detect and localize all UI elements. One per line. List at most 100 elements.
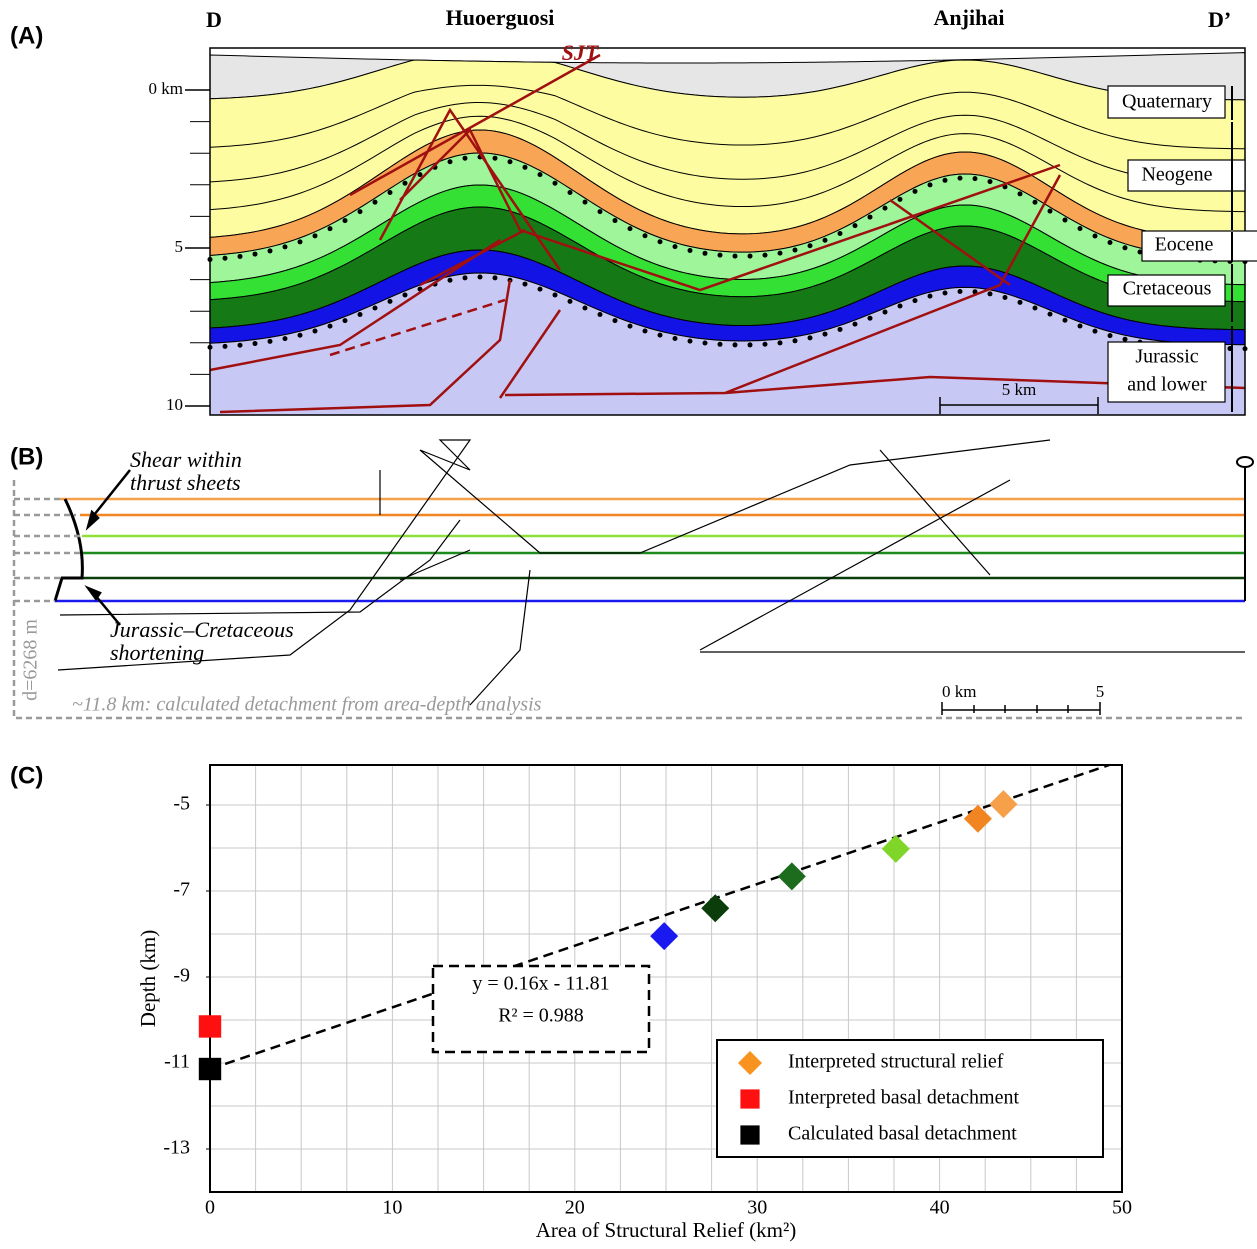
- legend-label: Interpreted structural relief: [788, 1051, 1004, 1073]
- panel-label: (A): [10, 22, 43, 49]
- unit-label: and lower: [1127, 374, 1207, 396]
- unconformity-dot: [252, 251, 258, 257]
- scale-bar: [939, 397, 1099, 414]
- unconformity-dot: [732, 342, 738, 348]
- unit-label: Neogene: [1141, 164, 1212, 186]
- unit-label: Cretaceous: [1123, 278, 1212, 300]
- fault-line: [329, 298, 506, 357]
- point: [777, 862, 806, 891]
- scale-label: 5 km: [1002, 380, 1036, 399]
- x-tick-label: 20: [565, 1197, 585, 1219]
- unconformity-dot: [387, 190, 393, 196]
- unconformity-dot: [1032, 199, 1038, 205]
- scale-label: 0 km: [942, 682, 976, 701]
- unconformity-dot: [567, 190, 573, 196]
- scale-label: 5: [1096, 682, 1105, 701]
- unconformity-dot: [807, 243, 813, 249]
- unit-box: [1127, 159, 1246, 192]
- unconformity-dot: [297, 332, 303, 338]
- y-tick-label: -5: [173, 793, 190, 815]
- unconformity-dot: [612, 218, 618, 224]
- unconformity-dot: [297, 239, 303, 245]
- unconformity-dot: [942, 290, 948, 296]
- unconformity-dot: [897, 303, 903, 309]
- place-name: Anjihai: [934, 5, 1005, 30]
- unconformity-dot: [882, 309, 888, 315]
- unconformity-dot: [537, 172, 543, 178]
- unconformity-dot: [522, 164, 528, 170]
- unconformity-dot: [237, 342, 243, 348]
- unconformity-dot: [552, 180, 558, 186]
- unconformity-dot: [777, 340, 783, 346]
- unconformity-dot: [492, 275, 498, 281]
- unconformity-dot: [1077, 225, 1083, 231]
- unconformity-dot: [717, 252, 723, 258]
- unconformity-dot: [1062, 317, 1068, 323]
- unconformity-dot: [567, 298, 573, 304]
- annotation: thrust sheets: [130, 470, 241, 495]
- unconformity-dot: [792, 338, 798, 344]
- unconformity-dot: [342, 318, 348, 324]
- unconformity-dot: [357, 209, 363, 215]
- unconformity-dot: [747, 342, 753, 348]
- fault-line: [209, 53, 1246, 414]
- cross-section: [207, 52, 1248, 416]
- unconformity-dot: [252, 341, 258, 347]
- unconformity-dot: [402, 292, 408, 298]
- x-tick-label: 0: [205, 1197, 215, 1219]
- unconformity-dot: [1032, 305, 1038, 311]
- fit-line: [209, 763, 1110, 1071]
- unconformity-dot: [762, 341, 768, 347]
- unconformity-dot: [1017, 191, 1023, 197]
- unconformity-dot: [417, 172, 423, 178]
- unit-box: [1107, 85, 1226, 119]
- unconformity-dot: [762, 252, 768, 258]
- unconformity-dot: [447, 277, 453, 283]
- unconformity-dot: [867, 214, 873, 220]
- unconformity-dot: [1092, 328, 1098, 334]
- unconformity-dot: [1077, 323, 1083, 329]
- point: [989, 790, 1018, 819]
- unconformity-dot: [642, 328, 648, 334]
- unconformity-dot: [642, 233, 648, 239]
- unconformity-dot: [1047, 208, 1053, 214]
- unconformity-dot: [987, 179, 993, 185]
- unconformity-dot: [612, 318, 618, 324]
- point: [198, 1015, 222, 1038]
- unconformity-dot: [1137, 249, 1143, 255]
- unconformity-dot: [1002, 294, 1008, 300]
- horizon: [209, 115, 1246, 213]
- unconformity-dot: [267, 338, 273, 344]
- legend: [716, 1039, 1104, 1158]
- unconformity-dot: [732, 253, 738, 259]
- unconformity-dot: [537, 286, 543, 292]
- unconformity-dot: [282, 244, 288, 250]
- unconformity-dot: [372, 199, 378, 205]
- annotation: shortening: [110, 640, 204, 665]
- unconformity-dot: [462, 155, 468, 161]
- unconformity-dot: [447, 159, 453, 165]
- unit-box: [1107, 341, 1226, 403]
- unconformity-dot: [627, 226, 633, 232]
- y-tick-label: -11: [164, 1051, 190, 1073]
- unconformity-dot: [267, 248, 273, 254]
- unconformity-dot: [492, 155, 498, 161]
- panel-label: (C): [10, 762, 43, 789]
- unconformity-dot: [687, 247, 693, 253]
- unconformity-dot: [672, 335, 678, 341]
- unconformity-dot: [777, 250, 783, 256]
- unconformity-dot: [462, 275, 468, 281]
- y-tick-label: -9: [173, 965, 190, 987]
- unconformity-dot: [837, 326, 843, 332]
- equation: y = 0.16x - 11.81: [472, 973, 609, 995]
- unconformity-dot: [342, 218, 348, 224]
- unconformity-dot: [507, 159, 513, 165]
- unconformity-dot: [912, 298, 918, 304]
- unconformity-dot: [852, 321, 858, 327]
- annotation: Jurassic–Cretaceous: [110, 617, 294, 642]
- unconformity-dot: [1047, 311, 1053, 317]
- plot-frame: [209, 764, 1123, 1193]
- unconformity-dot: [582, 199, 588, 205]
- annotation: ~11.8 km: calculated detachment from are…: [72, 694, 542, 716]
- unconformity-dot: [387, 298, 393, 304]
